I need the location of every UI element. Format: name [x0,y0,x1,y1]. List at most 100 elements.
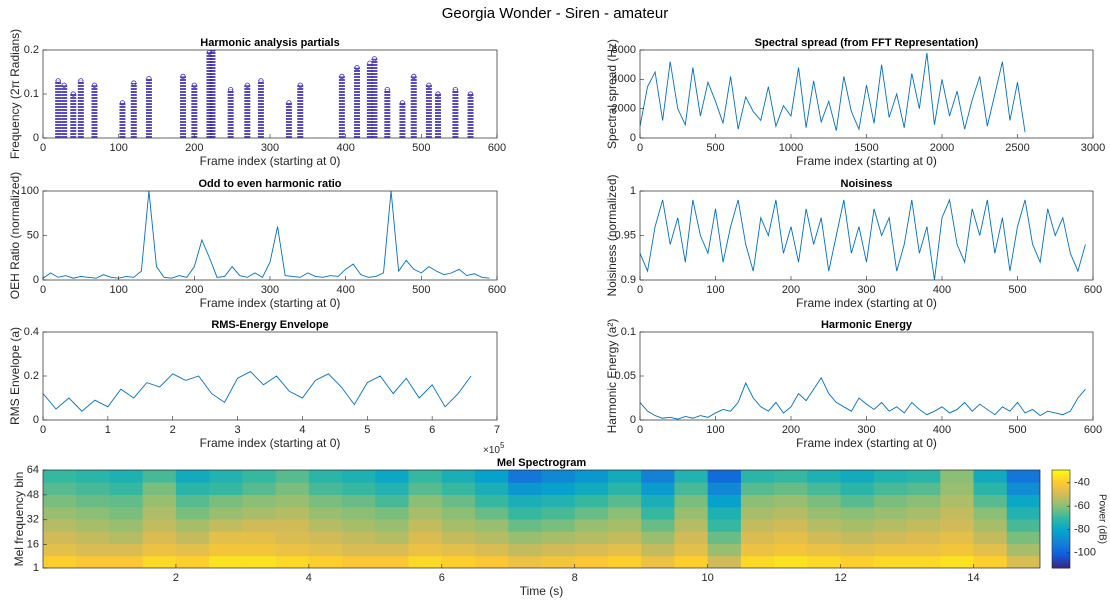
heat-cell [275,543,310,557]
y-tick-label: 0 [33,132,39,144]
x-tick-label: 0 [637,142,643,154]
heat-cell [840,470,875,483]
heat-cell [1006,531,1040,544]
heat-cell [607,555,642,568]
subplot-title: RMS-Energy Envelope [211,319,328,331]
heat-cell [541,482,576,495]
x-scale-base: ×10 [483,445,500,456]
heat-cell [342,470,376,483]
x-tick-label: 2 [173,572,179,584]
partial-point [61,82,67,88]
heat-cell [940,519,975,532]
heat-cell [142,555,177,568]
heat-cell [475,543,509,557]
heat-cell [907,519,941,532]
heat-cell [242,494,277,508]
heat-cell [109,494,144,508]
heat-cell [840,494,875,508]
heat-cell [1006,494,1040,508]
colorbar-band [1052,560,1070,563]
heat-cell [707,470,742,483]
heat-cell [641,555,675,568]
heat-cell [175,531,210,544]
x-tick-label: 4 [306,572,312,584]
heat-cell [242,506,277,520]
x-tick-label: 100 [706,284,724,296]
heat-cell [508,506,542,520]
heat-cell [76,506,110,520]
x-tick-label: 200 [782,424,800,436]
subplot-title: Odd to even harmonic ratio [198,178,341,190]
y-axis-label: RMS Envelope (a) [8,327,22,425]
heat-cell [308,555,343,568]
heat-cell [242,519,277,532]
x-tick-label: 2500 [1005,142,1029,154]
x-tick-label: 1 [105,424,111,436]
heat-cell [774,555,808,568]
colorbar-band [1052,492,1070,495]
x-tick-label: 0 [637,424,643,436]
heat-cell [308,470,343,483]
partial-point [146,76,152,82]
heat-cell [76,555,110,568]
partial-point [91,82,98,88]
x-tick-label: 600 [1084,284,1102,296]
x-tick-label: 5 [364,424,370,436]
heat-cell [142,470,177,483]
heat-cell [541,543,576,557]
heat-cell [109,519,144,532]
partial-point [371,56,378,62]
colorbar-band [1052,510,1070,513]
heat-cell [475,494,509,508]
colorbar-band [1052,556,1070,559]
heat-cell [109,506,144,520]
heat-cell [674,519,709,532]
partial-point [367,60,373,66]
heat-cell [641,494,675,508]
heat-cell [76,531,110,544]
partial-point [467,91,474,97]
x-tick-label: 600 [1084,424,1102,436]
heat-cell [308,531,343,544]
y-tick-label: 6000 [612,44,636,56]
heat-cell [242,555,277,568]
x-axis-label: Frame index (starting at 0) [200,436,341,450]
heat-cell [242,531,277,544]
heat-cell [175,519,210,532]
heat-cell [408,494,443,508]
heat-cell [774,506,808,520]
heat-cell [275,531,310,544]
x-tick-label: 400 [933,424,951,436]
partial-point [244,82,250,88]
plot-marks [43,470,1040,568]
partial-point [78,78,84,84]
plot-area [43,50,497,138]
colorbar-band [1052,542,1070,545]
colorbar-band [1052,486,1070,489]
heat-cell [907,470,941,483]
heat-cell [441,519,476,532]
x-scale-power: 5 [500,441,505,450]
heat-cell [1006,506,1040,520]
subplot-title: Noisiness [841,178,893,190]
heat-cell [873,543,908,557]
partial-point [70,91,76,97]
y-axis-label: Mel frequency bin [12,472,26,567]
x-tick-label: 300 [857,284,875,296]
y-tick-label: 64 [27,464,39,476]
heat-cell [973,531,1008,544]
heat-cell [408,543,443,557]
x-tick-label: 100 [706,424,724,436]
heat-cell [907,482,941,495]
heat-cell [641,519,675,532]
heat-cell [807,555,842,568]
heat-cell [308,506,343,520]
heat-cell [1006,543,1040,557]
heat-cell [342,555,376,568]
heat-cell [209,470,243,483]
y-tick-label: 4000 [612,73,636,85]
x-tick-label: 14 [967,572,979,584]
heat-cell [375,555,410,568]
data-line [43,191,490,279]
